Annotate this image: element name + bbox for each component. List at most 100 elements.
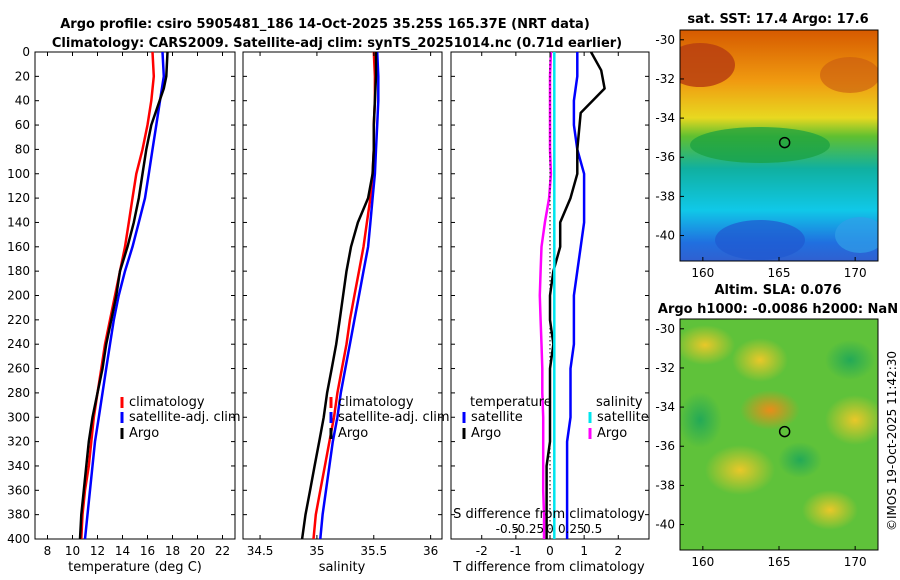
x-tick-label: 2 [614,544,622,558]
s-difference-tick-label: 0.25 [558,522,585,536]
depth-tick-label: 280 [7,386,30,400]
sla-high-blob [705,445,775,495]
map-lat-tick-label: -38 [655,478,675,492]
temperature-legend: climatology satellite-adj. clim Argo [120,395,241,441]
legend-satellite-label: satellite-adj. clim [129,410,241,425]
salinity-legend: climatology satellite-adj. clim Argo [329,395,450,441]
depth-axis: 0 20 40 60 80 100 120 140 160 180 200 220 240 260 280 3… [7,45,649,546]
legend-temperature-title: temperature [470,395,552,410]
depth-tick-label: 220 [7,313,30,327]
x-tick-label: -2 [476,544,488,558]
map-lon-tick-label: 170 [844,266,867,280]
s-difference-tick-label: -0.25 [513,522,544,536]
depth-tick-label: 180 [7,264,30,278]
legend-s-argo-label: Argo [597,426,627,441]
sst-warm-patch [820,57,878,93]
imos-timestamp: ©IMOS 19-Oct-2025 11:42:30 [885,351,899,531]
sla-map-axes: 160 165 170 -30 -32 -34 -36 -38 -40 [655,322,866,569]
salinity-x-axis: 34.5 35 35.5 36 [247,52,438,558]
temperature-xlabel: temperature (deg C) [68,560,202,575]
depth-tick-label: 360 [7,483,30,497]
temperature-panel [34,51,236,540]
sst-argo-marker [778,136,791,149]
map-lon-tick-label: 170 [844,555,867,569]
sst-green-band [690,127,830,163]
depth-tick-label: 260 [7,362,30,376]
map-lat-tick-label: -40 [655,518,675,532]
x-tick-label: 8 [44,544,52,558]
sla-low-blob [825,340,875,380]
s-difference-tick-label: 0.5 [583,522,602,536]
x-tick-label: 18 [165,544,180,558]
map-lat-tick-label: -32 [655,72,675,86]
sst-cool-patch [835,217,878,253]
sla-low-blob [680,392,722,448]
depth-tick-label: 380 [7,508,30,522]
temperature-satellite-adj-clim-line [83,51,166,540]
legend-argo-label: Argo [338,426,368,441]
depth-tick-label: 80 [15,142,30,156]
map-lon-tick-label: 165 [768,555,791,569]
legend-s-satellite-label: satellite [597,410,649,425]
temperature-argo-line [78,51,169,540]
x-tick-label: 16 [140,544,155,558]
depth-tick-label: 0 [22,45,30,59]
x-tick-label: 20 [190,544,205,558]
sst-cool-patch [715,220,805,260]
depth-tick-label: 100 [7,167,30,181]
depth-tick-label: 200 [7,289,30,303]
figure-title-line1: Argo profile: csiro 5905481_186 14-Oct-2… [60,17,590,32]
x-tick-label: 34.5 [247,544,274,558]
sst-warm-patch [680,43,735,87]
sst-map [680,30,878,261]
map-lat-tick-label: -34 [655,111,675,125]
map-lat-tick-label: -36 [655,150,675,164]
sla-high-blob [740,390,800,430]
x-tick-label: 0 [546,544,554,558]
sla-high-blob [802,490,858,530]
map-lat-tick-label: -34 [655,400,675,414]
map-lon-tick-label: 165 [768,266,791,280]
depth-tick-label: 340 [7,459,30,473]
depth-tick-label: 400 [7,532,30,546]
temperature-x-axis: 8 10 12 14 16 18 20 22 [44,52,230,558]
x-tick-label: 36 [423,544,438,558]
sla-high-blob [825,395,878,445]
legend-climatology-label: climatology [338,395,414,410]
sla-map-subtitle: Argo h1000: -0.0086 h2000: NaN [658,302,898,317]
map-lat-tick-label: -32 [655,361,675,375]
map-lon-tick-label: 160 [691,555,714,569]
x-tick-label: 35 [309,544,324,558]
salinity-series [300,51,380,540]
temperature-climatology-line [80,51,156,540]
map-lat-tick-label: -30 [655,33,675,47]
sla-argo-marker [778,425,791,438]
difference-t-satellite-line [565,52,586,539]
legend-t-satellite-label: satellite [471,410,523,425]
map-lat-tick-label: -38 [655,189,675,203]
map-lon-tick-label: 160 [691,266,714,280]
x-tick-label: 12 [90,544,105,558]
s-difference-xlabel: S difference from climatology [453,507,645,522]
depth-tick-label: 120 [7,191,30,205]
salinity-argo-line [300,52,378,540]
legend-salinity-title: salinity [596,395,643,410]
depth-tick-label: 60 [15,118,30,132]
depth-tick-label: 240 [7,337,30,351]
sla-map [680,319,878,550]
legend-climatology-label: climatology [129,395,205,410]
map-lat-tick-label: -30 [655,322,675,336]
t-difference-xlabel: T difference from climatology [452,560,645,575]
depth-tick-label: 300 [7,410,30,424]
salinity-xlabel: salinity [319,560,366,575]
x-tick-label: -1 [510,544,522,558]
map-lat-tick-label: -40 [655,229,675,243]
s-difference-tick-label: -0.5 [496,522,519,536]
sla-high-blob [680,325,735,365]
x-tick-label: 14 [115,544,130,558]
temperature-series [78,51,169,540]
x-tick-label: 22 [215,544,230,558]
x-tick-label: 35.5 [360,544,387,558]
difference-series [538,51,606,539]
